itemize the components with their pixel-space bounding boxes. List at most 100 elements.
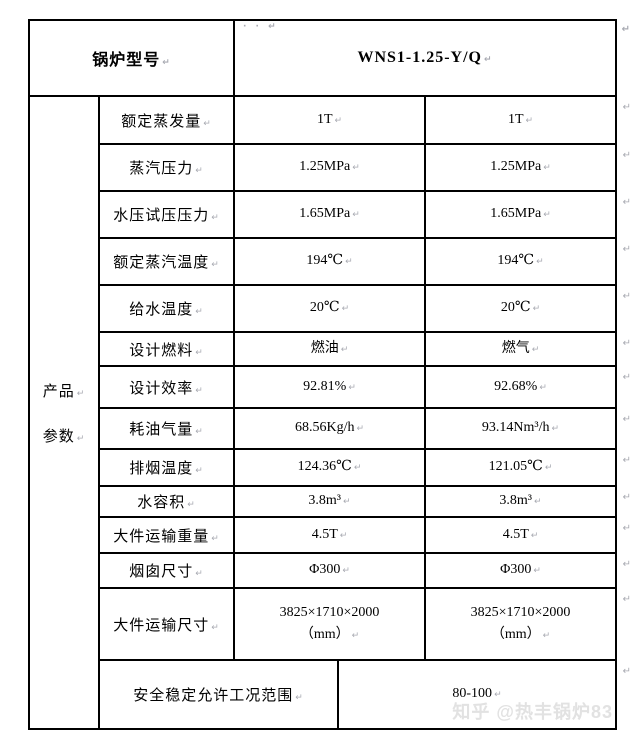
paragraph-mark: ↵ (195, 427, 204, 437)
param-value-gas: 20℃ ↵ ↵ (424, 284, 631, 333)
table-row: 大件运输尺寸 ↵ 3825×1710×2000 （mm） ↵ 3825×1710×2… (29, 587, 631, 661)
paragraph-mark: ↵ (530, 530, 539, 541)
table-row: 设计效率 ↵ 92.81% ↵ 92.68% ↵ ↵ (29, 365, 631, 409)
table-row: 产品 ↵ 参数 ↵ 额定蒸发量 ↵ 1T ↵ 1T ↵ ↵ (28, 94, 631, 731)
param-value-gas: 92.68% ↵ ↵ (424, 365, 631, 409)
param-value-oil: 燃油 ↵ (233, 331, 426, 367)
paragraph-mark: ↵ (544, 463, 553, 474)
paragraph-mark: ↵ (195, 166, 204, 176)
paragraph-mark: ↵ (531, 344, 540, 355)
boiler-model-label: 锅炉型号 (92, 52, 161, 69)
table-row: 设计燃料 ↵ 燃油 ↵ 燃气 ↵ ↵ (29, 331, 631, 367)
paragraph-mark: ↵ (195, 466, 204, 476)
param-value-gas: 4.5T ↵ ↵ (424, 516, 631, 554)
paragraph-mark: ↵ (339, 530, 348, 541)
row-end-mark: ↵ (622, 559, 631, 570)
paragraph-mark: ↵ (542, 631, 551, 641)
param-label: 耗油气量 ↵ (98, 407, 235, 450)
row-end-mark: ↵ (622, 666, 631, 677)
paragraph-mark: ↵ (484, 55, 493, 65)
param-value-oil: 1.25MPa ↵ (233, 143, 426, 192)
param-value-oil: 3.8m³ ↵ (233, 485, 426, 518)
param-value-oil: 20℃ ↵ (233, 284, 426, 333)
paragraph-mark: ↵ (211, 260, 220, 270)
group-label-line2: 参数 ↵ (42, 428, 86, 445)
paragraph-mark: ↵ (76, 433, 86, 444)
row-end-mark: ↵ (622, 244, 631, 255)
paragraph-mark: ↵ (195, 307, 204, 317)
param-value-oil: 92.81% ↵ (233, 365, 426, 409)
paragraph-mark: ↵ (352, 210, 360, 221)
param-label: 额定蒸汽温度 ↵ (98, 237, 235, 286)
paragraph-mark: ↵ (525, 115, 534, 126)
param-value-gas: Φ300 ↵ ↵ (424, 552, 631, 589)
paragraph-mark: ↵ (340, 344, 349, 355)
param-value-gas: 燃气 ↵ ↵ (424, 331, 631, 367)
paragraph-mark: ↵ (342, 566, 350, 577)
param-label: 大件运输重量 ↵ (98, 516, 235, 554)
product-params-group-cell: 产品 ↵ 参数 ↵ (28, 94, 100, 731)
paragraph-mark: ↵ (76, 388, 86, 399)
paragraph-mark: ↵ (345, 257, 353, 268)
param-value-gas: 1T ↵ ↵ (424, 95, 631, 145)
param-label: 额定蒸发量 ↵ (98, 95, 235, 145)
row-end-mark: ↵ (622, 523, 631, 534)
param-value-oil: 4.5T ↵ (233, 516, 426, 554)
paragraph-mark: ↵ (195, 347, 204, 358)
paragraph-mark: ↵ (533, 566, 541, 577)
param-value-gas: 121.05℃ ↵ ↵ (424, 448, 631, 487)
table-row: 大件运输重量 ↵ 4.5T ↵ 4.5T ↵ ↵ (29, 516, 631, 554)
boiler-model-value-cell: · · ↵ WNS1-1.25-Y/Q ↵ ↵ (233, 19, 630, 97)
paragraph-mark: ↵ (539, 382, 547, 393)
param-label: 烟囱尺寸 ↵ (98, 552, 235, 589)
paragraph-mark: ↵ (187, 500, 196, 510)
param-label: 大件运输尺寸 ↵ (98, 587, 235, 661)
param-value-gas: 1.65MPa ↵ ↵ (424, 190, 631, 239)
param-value-gas: 3.8m³ ↵ ↵ (424, 485, 631, 518)
boiler-model-label-cell: 锅炉型号 ↵ (28, 19, 235, 97)
safe-range-value: 80-100 (452, 686, 493, 702)
param-label: 水容积 ↵ (98, 485, 235, 518)
param-value-oil: 1T ↵ (233, 95, 426, 145)
paragraph-mark: ↵ (341, 304, 350, 315)
param-value-oil: 194℃ ↵ (233, 237, 426, 286)
paragraph-mark: ↵ (211, 213, 220, 223)
paragraph-mark: ↵ (536, 257, 544, 268)
format-marks: · · ↵ (243, 22, 279, 32)
param-label: 设计燃料 ↵ (98, 331, 235, 367)
table-row: 烟囱尺寸 ↵ Φ300 ↵ Φ300 ↵ ↵ (29, 552, 631, 589)
paragraph-mark: ↵ (543, 163, 551, 174)
header-row: 锅炉型号 ↵ · · ↵ WNS1-1.25-Y/Q ↵ ↵ (28, 19, 630, 97)
table-row: 水压试压压力 ↵ 1.65MPa ↵ 1.65MPa ↵ ↵ (29, 190, 631, 239)
row-end-mark: ↵ (622, 414, 631, 425)
footer-row: 安全稳定允许工况范围 ↵ 80-100 ↵ ↵ (29, 658, 631, 731)
param-value-oil: 3825×1710×2000 （mm） ↵ (233, 587, 426, 661)
param-label: 给水温度 ↵ (98, 284, 235, 333)
paragraph-mark: ↵ (334, 115, 343, 126)
table-row: 蒸汽压力 ↵ 1.25MPa ↵ 1.25MPa ↵ ↵ (29, 143, 631, 192)
table-row: 给水温度 ↵ 20℃ ↵ 20℃ ↵ ↵ (29, 284, 631, 333)
table-row: 额定蒸汽温度 ↵ 194℃ ↵ 194℃ ↵ ↵ (29, 237, 631, 286)
param-value-oil: Φ300 ↵ (233, 552, 426, 589)
param-value-oil: 68.56Kg/h ↵ (233, 407, 426, 450)
paragraph-mark: ↵ (494, 690, 502, 701)
paragraph-mark: ↵ (348, 382, 356, 393)
param-value-gas: 1.25MPa ↵ ↵ (424, 143, 631, 192)
param-label: 蒸汽压力 ↵ (98, 143, 235, 192)
safe-range-label-cell: 安全稳定允许工况范围 ↵ (98, 658, 339, 731)
row-end-mark: ↵ (622, 291, 631, 302)
row-end-mark: ↵ (622, 338, 631, 349)
table-row: 排烟温度 ↵ 124.36℃ ↵ 121.05℃ ↵ ↵ (29, 448, 631, 487)
table-row: 水容积 ↵ 3.8m³ ↵ 3.8m³ ↵ ↵ (29, 485, 631, 518)
spec-sheet: 锅炉型号 ↵ · · ↵ WNS1-1.25-Y/Q ↵ ↵ 产品 ↵ 参数 ↵ 额定蒸… (28, 19, 631, 731)
param-label: 排烟温度 ↵ (98, 448, 235, 487)
paragraph-mark: ↵ (343, 497, 351, 508)
param-label: 水压试压压力 ↵ (98, 190, 235, 239)
table-row: 耗油气量 ↵ 68.56Kg/h ↵ 93.14Nm³/h ↵ ↵ (29, 407, 631, 450)
boiler-spec-table: 锅炉型号 ↵ · · ↵ WNS1-1.25-Y/Q ↵ ↵ 产品 ↵ 参数 ↵ 额定蒸… (28, 19, 631, 731)
safe-range-value-cell: 80-100 ↵ ↵ (337, 658, 631, 731)
param-value-gas: 93.14Nm³/h ↵ ↵ (424, 407, 631, 450)
paragraph-mark: ↵ (543, 210, 551, 221)
paragraph-mark: ↵ (211, 533, 220, 544)
row-end-mark: ↵ (622, 455, 631, 466)
